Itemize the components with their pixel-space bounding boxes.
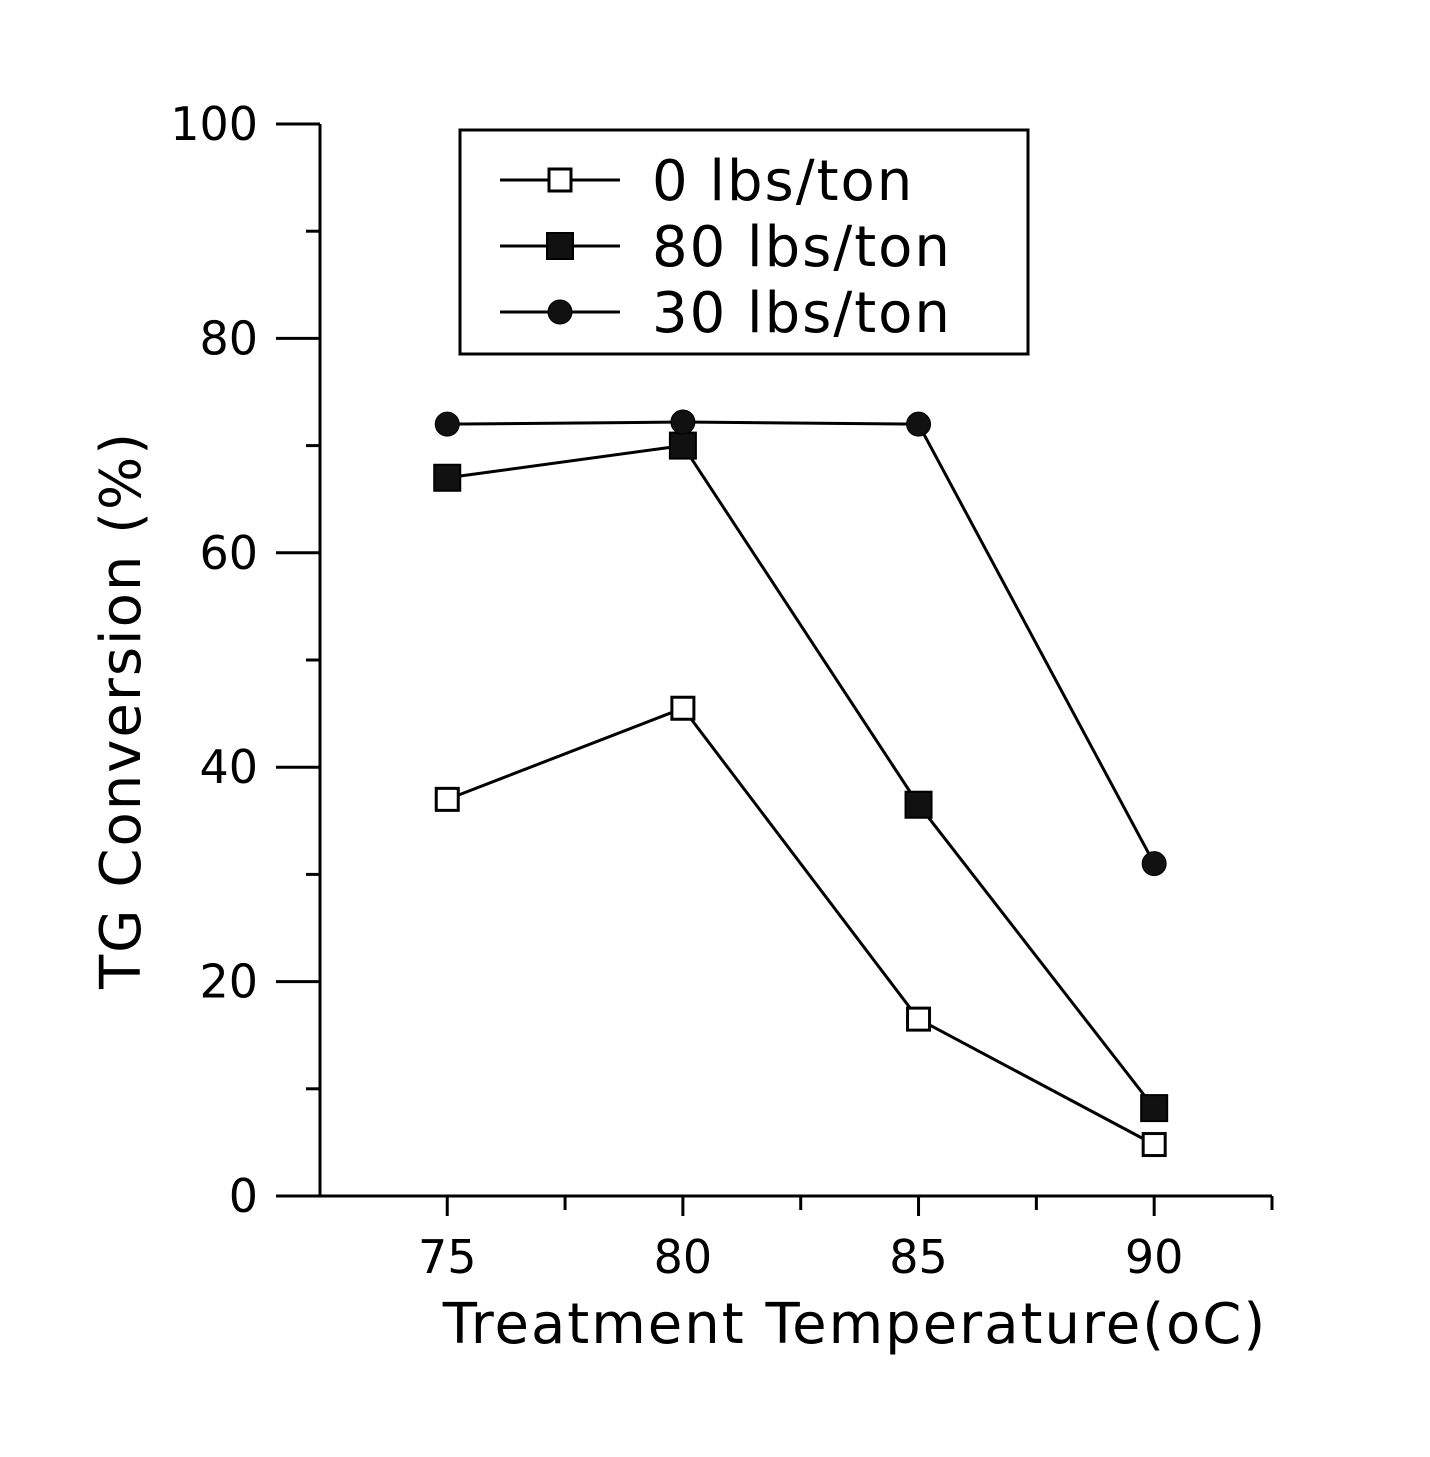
data-point bbox=[1141, 1095, 1167, 1121]
series-1 bbox=[434, 433, 1167, 1121]
data-point bbox=[434, 465, 460, 491]
data-point bbox=[671, 410, 695, 434]
legend-label: 80 lbs/ton bbox=[652, 215, 952, 280]
data-point bbox=[1143, 1134, 1165, 1156]
y-tick-label: 100 bbox=[170, 97, 258, 151]
y-tick-label: 20 bbox=[199, 955, 258, 1009]
series-group bbox=[434, 410, 1167, 1156]
series-line bbox=[447, 446, 1154, 1108]
legend: 0 lbs/ton80 lbs/ton30 lbs/ton bbox=[460, 130, 1028, 354]
legend-marker bbox=[548, 300, 572, 324]
data-point bbox=[435, 412, 459, 436]
y-tick-label: 80 bbox=[199, 311, 258, 365]
series-line bbox=[447, 708, 1154, 1144]
legend-marker bbox=[549, 169, 571, 191]
legend-label: 0 lbs/ton bbox=[652, 149, 914, 214]
y-axis-title: TG Conversion (%) bbox=[89, 431, 154, 990]
x-tick-label: 85 bbox=[889, 1230, 948, 1284]
data-point bbox=[906, 792, 932, 818]
data-point bbox=[908, 1008, 930, 1030]
x-axis-title: Treatment Temperature(oC) bbox=[442, 1292, 1268, 1357]
data-point bbox=[670, 433, 696, 459]
y-tick-label: 40 bbox=[199, 740, 258, 794]
data-point bbox=[436, 788, 458, 810]
x-tick-label: 80 bbox=[654, 1230, 713, 1284]
legend-label: 30 lbs/ton bbox=[652, 281, 952, 346]
data-point bbox=[672, 697, 694, 719]
line-chart: 0 20 40 60 80 100 75 80 85 90 0 lbs/ton80 lbs/ton… bbox=[0, 0, 1430, 1457]
data-point bbox=[1142, 852, 1166, 876]
series-0 bbox=[436, 697, 1165, 1155]
data-point bbox=[907, 412, 931, 436]
x-tick-label: 90 bbox=[1125, 1230, 1184, 1284]
series-2 bbox=[435, 410, 1166, 876]
series-line bbox=[447, 422, 1154, 864]
x-tick-label: 75 bbox=[418, 1230, 477, 1284]
y-tick-label: 60 bbox=[199, 526, 258, 580]
legend-marker bbox=[547, 233, 573, 259]
y-tick-label: 0 bbox=[229, 1169, 258, 1223]
